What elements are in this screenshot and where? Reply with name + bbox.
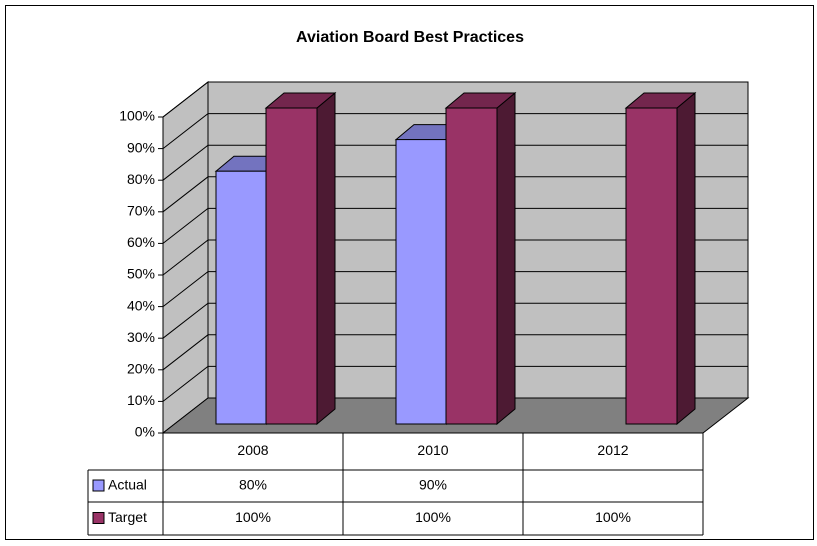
- x-tick-label: 2010: [417, 442, 448, 458]
- y-tick-label: 40%: [127, 297, 155, 313]
- grid-line: [162, 144, 748, 181]
- data-table-value: 100%: [595, 509, 631, 525]
- y-tick-label: 10%: [127, 392, 155, 408]
- grid-line: [162, 176, 748, 213]
- legend-swatch: [92, 512, 105, 524]
- bar: [215, 170, 268, 425]
- legend-swatch: [92, 479, 105, 492]
- bar-side: [316, 91, 336, 426]
- y-tick-label: 90%: [127, 139, 155, 155]
- y-tick-label: 20%: [127, 361, 155, 377]
- grid-line: [162, 271, 748, 307]
- chart-title: Aviation Board Best Practices: [296, 29, 524, 46]
- grid-line: [162, 334, 748, 371]
- grid-line: [162, 207, 748, 244]
- y-tick-label: 70%: [127, 203, 155, 219]
- data-table-value: 90%: [419, 477, 447, 493]
- data-table-value: 80%: [239, 477, 267, 493]
- data-table-value: 100%: [415, 509, 451, 525]
- x-tick-label: 2008: [237, 442, 268, 458]
- bar: [395, 139, 448, 425]
- y-tick-label: 100%: [119, 108, 155, 124]
- y-tick-label: 0%: [135, 424, 155, 440]
- grid-line: [162, 239, 748, 276]
- y-tick-label: 60%: [127, 234, 155, 250]
- bar-side: [496, 91, 516, 426]
- grid-line: [162, 365, 748, 402]
- bar: [265, 107, 318, 425]
- y-tick-label: 50%: [127, 266, 155, 282]
- bar: [445, 107, 498, 425]
- bar: [625, 107, 678, 425]
- bar-side: [676, 91, 696, 426]
- legend-label: Actual: [108, 477, 147, 493]
- y-tick-label: 30%: [127, 329, 155, 345]
- grid-line: [162, 113, 748, 149]
- x-tick-label: 2012: [597, 442, 628, 458]
- data-table-value: 100%: [235, 509, 271, 525]
- y-tick-label: 80%: [127, 171, 155, 187]
- legend-label: Target: [108, 509, 147, 525]
- grid-line: [162, 81, 748, 118]
- grid-line: [162, 302, 748, 339]
